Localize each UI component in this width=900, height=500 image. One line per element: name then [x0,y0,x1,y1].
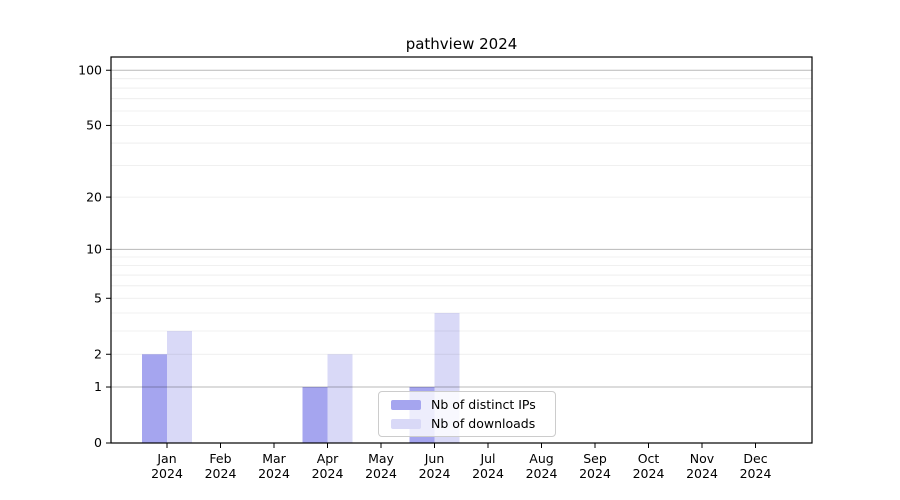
bar-distinct-ips-jan-2024 [142,354,167,443]
x-tick-label-year: 2024 [686,466,718,481]
x-tick-label-year: 2024 [365,466,397,481]
x-tick-label-month: Aug [529,451,553,466]
plot-border [110,56,813,444]
x-tick-label-year: 2024 [258,466,290,481]
y-tick-label: 5 [94,290,102,305]
legend-label-downloads: Nb of downloads [431,416,536,431]
x-tick-label-year: 2024 [312,466,344,481]
bar-downloads-jan-2024 [167,331,192,443]
legend: Nb of distinct IPs Nb of downloads [378,391,556,437]
x-tick-label-month: Nov [690,451,715,466]
x-tick-label-month: Jul [479,451,495,466]
y-tick-label: 50 [86,118,102,133]
legend-swatch-distinct-ips [391,399,421,410]
x-tick-label-month: Jun [424,451,445,466]
x-tick-label-year: 2024 [526,466,558,481]
legend-item: Nb of distinct IPs [387,397,547,412]
x-tick-label-year: 2024 [740,466,772,481]
legend-label-distinct-ips: Nb of distinct IPs [431,397,536,412]
y-tick-label: 10 [86,242,102,257]
x-tick-label-year: 2024 [633,466,665,481]
legend-item: Nb of downloads [387,416,547,431]
x-tick-label-year: 2024 [151,466,183,481]
x-tick-label-month: Sep [583,451,607,466]
x-tick-label-month: Jan [156,451,176,466]
x-tick-label-year: 2024 [419,466,451,481]
x-tick-label-year: 2024 [472,466,504,481]
x-tick-label-month: Mar [262,451,286,466]
legend-swatch-downloads [391,418,421,429]
x-tick-label-month: Apr [317,451,339,466]
y-tick-label: 1 [94,379,102,394]
x-tick-label-year: 2024 [205,466,237,481]
chart-title: pathview 2024 [405,35,518,53]
bar-distinct-ips-apr-2024 [302,387,328,443]
y-tick-label: 2 [94,346,102,361]
x-tick-label-month: Oct [638,451,660,466]
x-tick-label-month: Feb [209,451,231,466]
y-tick-label: 20 [86,189,102,204]
x-tick-label-month: Dec [743,451,767,466]
x-tick-label-month: May [368,451,394,466]
y-tick-label: 100 [78,62,102,77]
x-tick-label-year: 2024 [579,466,611,481]
y-tick-label: 0 [94,435,102,450]
bar-downloads-apr-2024 [327,354,353,443]
